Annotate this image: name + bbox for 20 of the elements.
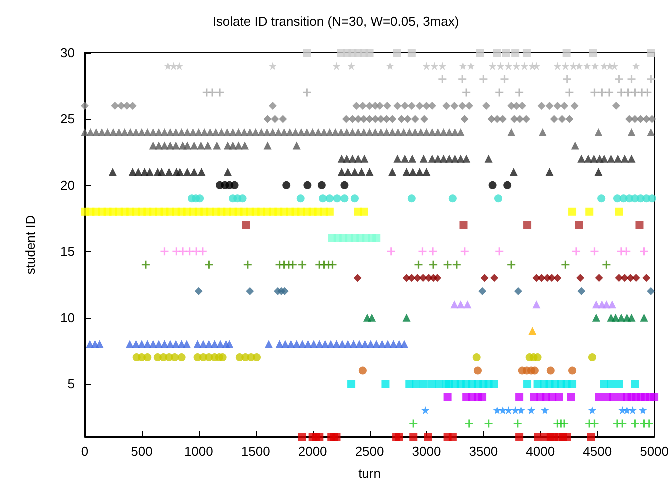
y-tick-label: 30	[60, 46, 75, 60]
x-tick-label: 0	[81, 444, 89, 459]
y-tick-label: 15	[60, 244, 75, 260]
x-tick-label: 2000	[298, 444, 328, 459]
x-tick-label: 500	[131, 444, 153, 459]
y-tick-label: 20	[60, 178, 75, 193]
x-tick-label: 1500	[241, 444, 270, 459]
x-tick-label: 2500	[355, 444, 384, 459]
chart-title: Isolate ID transition (N=30, W=0.05, 3max)	[212, 14, 460, 29]
y-tick-label: 5	[68, 376, 75, 392]
y-axis-title: student ID	[23, 215, 38, 275]
x-tick-label: 3500	[469, 444, 498, 459]
y-tick-label: 25	[60, 112, 75, 127]
x-tick-label: 4000	[526, 444, 556, 459]
x-tick-label: 4500	[583, 444, 612, 459]
x-axis-title: turn	[358, 466, 381, 481]
y-tick-label: 10	[60, 310, 75, 326]
x-tick-label: 5000	[640, 444, 669, 459]
x-tick-label: 3000	[412, 444, 442, 459]
x-tick-label: 1000	[184, 444, 214, 459]
